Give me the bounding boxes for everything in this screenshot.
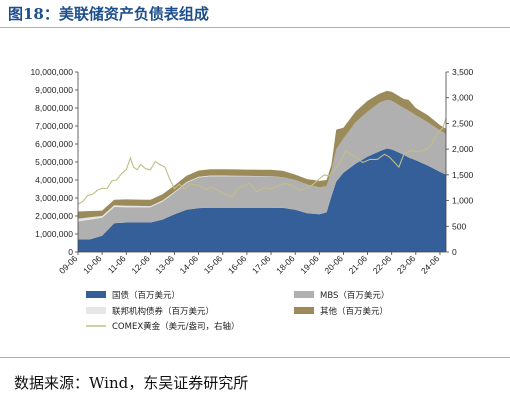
x-tick-label: 09-06	[57, 253, 80, 276]
left-tick-label: 8,000,000	[35, 103, 73, 113]
right-tick-label: 3,500	[452, 67, 474, 77]
legend-swatch-2	[294, 291, 314, 298]
x-tick-label: 16-06	[226, 253, 249, 276]
legend-label-3: 联邦机构债券（百万美元）	[112, 306, 214, 317]
x-tick-label: 20-06	[322, 253, 345, 276]
left-tick-label: 3,000,000	[35, 193, 73, 203]
x-tick-label: 10-06	[81, 253, 104, 276]
right-tick-label: 1,500	[452, 170, 474, 180]
right-tick-label: 500	[452, 221, 466, 231]
legend-swatch-1	[86, 291, 106, 298]
right-tick-label: 2,500	[452, 118, 474, 128]
right-tick-label: 2,000	[452, 144, 474, 154]
legend-label-gold: COMEX黄金（美元/盎司，右轴）	[112, 321, 240, 332]
x-tick-label: 19-06	[298, 253, 321, 276]
x-tick-label: 14-06	[178, 253, 201, 276]
title-rule	[0, 27, 510, 28]
page-title: 图18：美联储资产负债表组成	[8, 5, 209, 23]
left-tick-label: 9,000,000	[35, 85, 73, 95]
x-tick-label: 18-06	[274, 253, 297, 276]
left-tick-label: 1,000,000	[35, 229, 73, 239]
area-series-2	[78, 99, 446, 240]
x-tick-label: 11-06	[106, 253, 128, 275]
left-tick-label: 2,000,000	[35, 211, 73, 221]
source-rule	[0, 357, 510, 358]
x-tick-label: 23-06	[395, 253, 418, 276]
legend-swatch-4	[294, 307, 314, 314]
balance-sheet-chart: 0 1,000,000 2,000,000 3,000,000 4,000,000 5,0…	[30, 67, 474, 332]
x-tick-label: 12-06	[129, 253, 152, 276]
legend-swatch-3	[86, 307, 106, 314]
right-tick-label: 0	[452, 247, 457, 257]
left-tick-label: 6,000,000	[35, 139, 73, 149]
x-tick-label: 21-06	[347, 253, 370, 276]
left-tick-label: 0	[68, 247, 73, 257]
area-series-4	[78, 90, 446, 219]
gold-price-line	[77, 118, 447, 205]
left-tick-label: 5,000,000	[35, 157, 73, 167]
legend-label-2: MBS（百万美元）	[320, 290, 389, 301]
left-tick-label: 10,000,000	[30, 67, 73, 77]
left-tick-label: 4,000,000	[35, 175, 73, 185]
right-tick-label: 3,000	[452, 93, 474, 103]
legend-label-1: 国债（百万美元）	[112, 290, 180, 301]
x-tick-label: 22-06	[371, 253, 394, 276]
x-tick-label: 24-06	[419, 253, 442, 276]
legend-label-4: 其他（百万美元）	[320, 306, 388, 317]
left-tick-label: 7,000,000	[35, 121, 73, 131]
x-tick-label: 15-06	[202, 253, 225, 276]
area-series-1	[78, 148, 446, 252]
source-note: 数据来源：Wind，东吴证券研究所	[14, 374, 249, 392]
x-tick-label: 13-06	[153, 253, 176, 276]
x-tick-label: 17-06	[250, 253, 273, 276]
right-tick-label: 1,000	[452, 196, 474, 206]
